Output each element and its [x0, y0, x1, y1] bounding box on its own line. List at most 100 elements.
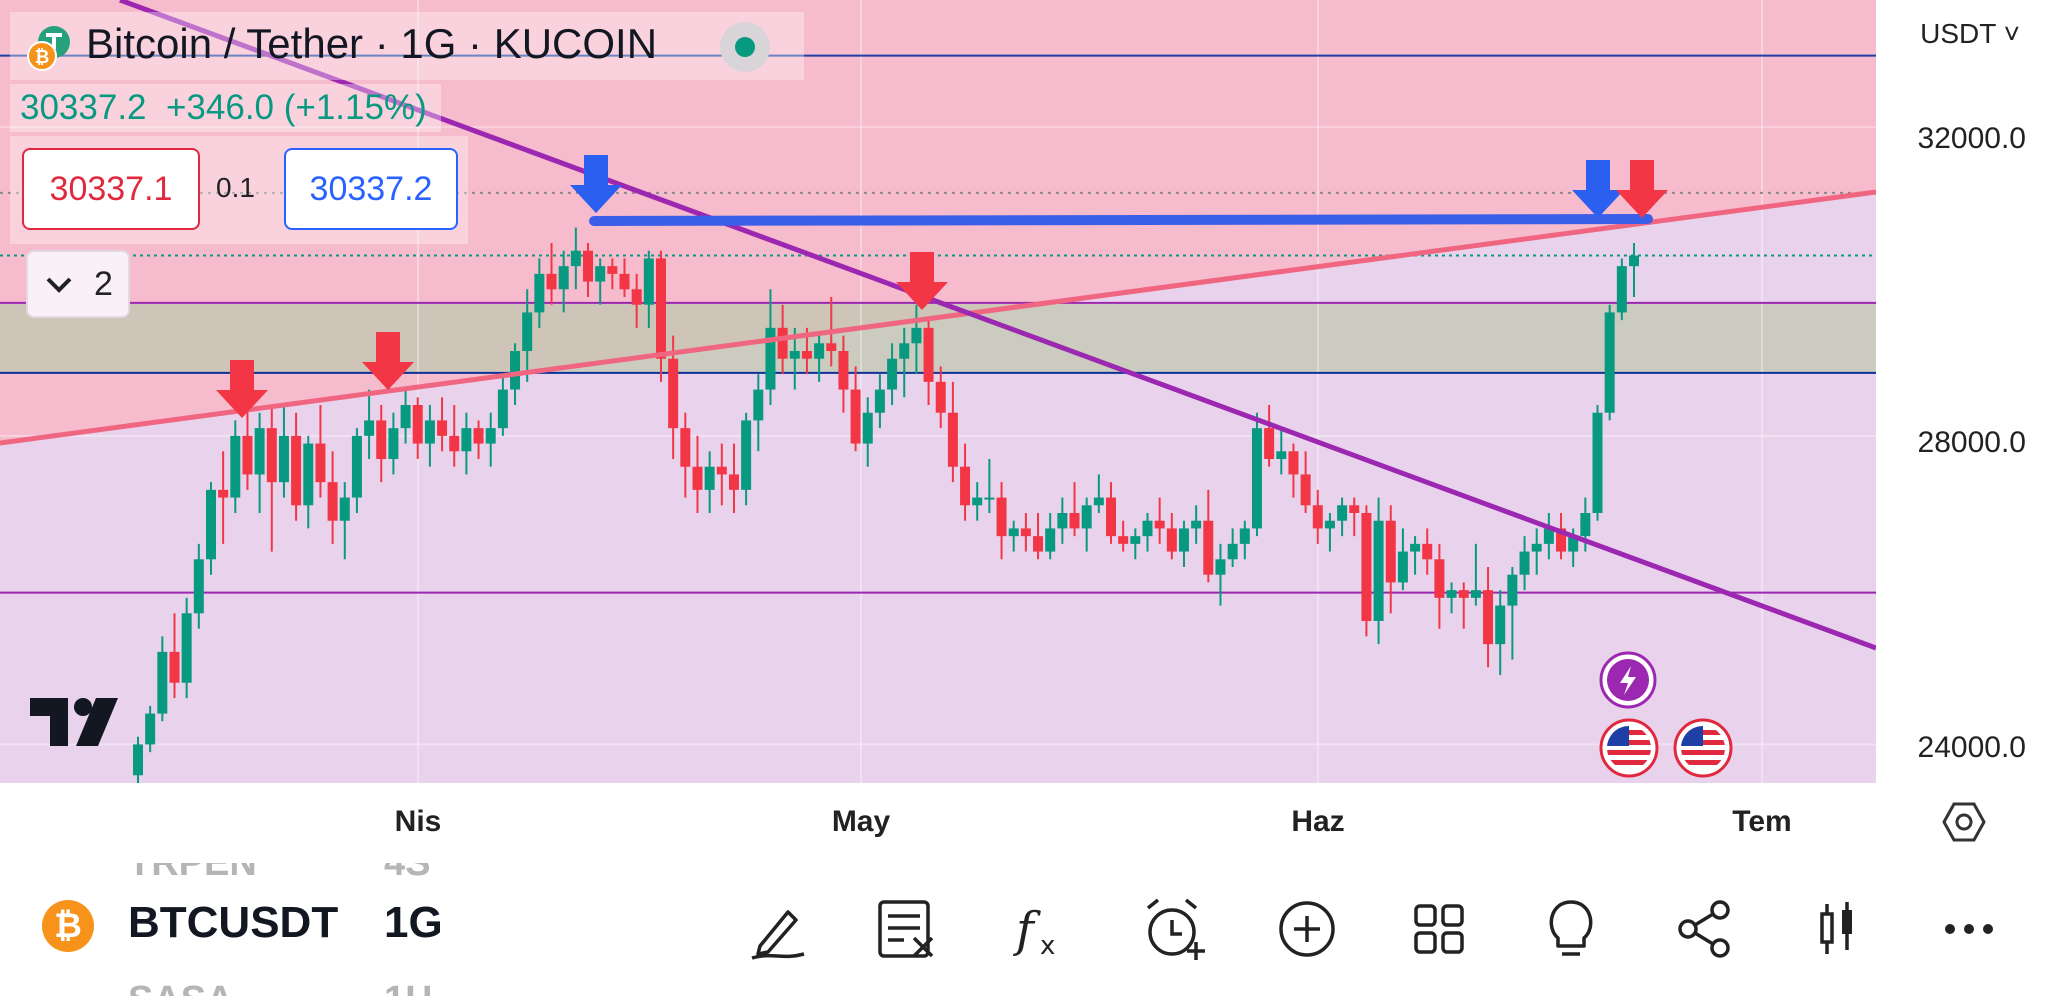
- interval-selector[interactable]: 1G: [384, 898, 443, 947]
- last-price: 30337.2: [20, 88, 147, 127]
- candle-body: [546, 273, 557, 290]
- candle-body: [984, 497, 995, 500]
- candle-body: [826, 343, 837, 351]
- us-flag-event-icon[interactable]: [1598, 717, 1660, 779]
- candle-body: [923, 327, 934, 382]
- candle-body: [1057, 513, 1068, 529]
- candle-body: [716, 466, 727, 475]
- candle-body: [1203, 520, 1214, 575]
- change-value: +346.0 (+1.15%): [165, 88, 427, 127]
- alert-icon[interactable]: [1140, 894, 1210, 964]
- buy-button[interactable]: 30337.2: [284, 148, 458, 230]
- down-arrow-marker: [1572, 160, 1624, 218]
- draw-icon[interactable]: [742, 894, 812, 964]
- candle-body: [1458, 590, 1469, 598]
- us-flag-event-icon[interactable]: [1672, 717, 1734, 779]
- candle-body: [704, 466, 715, 490]
- candle-body: [741, 420, 752, 490]
- candle-body: [595, 266, 606, 282]
- candle-body: [887, 358, 898, 390]
- indicator-count: 2: [94, 265, 113, 303]
- down-arrow-marker: [362, 332, 414, 390]
- add-icon[interactable]: [1272, 894, 1342, 964]
- candle-body: [619, 273, 630, 290]
- candle-body: [1592, 412, 1603, 513]
- tradingview-logo[interactable]: [28, 696, 120, 748]
- candle-body: [1069, 513, 1080, 529]
- candle-body: [777, 327, 788, 359]
- candle-body: [1300, 474, 1311, 506]
- chart-area[interactable]: [0, 0, 1876, 783]
- candle-body: [1239, 528, 1250, 544]
- candle-body: [1130, 536, 1141, 544]
- clear-drawings-icon[interactable]: [872, 894, 942, 964]
- sell-button[interactable]: 30337.1: [22, 148, 200, 230]
- descending-trendline: [119, 0, 1876, 651]
- price-chart[interactable]: [0, 0, 1876, 783]
- candle-body: [1507, 574, 1518, 606]
- layouts-icon[interactable]: [1404, 894, 1474, 964]
- chart-type-icon[interactable]: [1802, 894, 1872, 964]
- candle-body: [1337, 505, 1348, 521]
- candle-body: [692, 466, 703, 490]
- price-change: 30337.2 +346.0 (+1.15%): [10, 84, 441, 132]
- market-status-icon[interactable]: [720, 22, 770, 72]
- candle-body: [1397, 551, 1408, 583]
- candle-body: [947, 412, 958, 467]
- candle-body: [643, 258, 654, 305]
- candle-body: [291, 435, 302, 506]
- candle-body: [1422, 543, 1433, 560]
- price-line-badge: 32928.9: [1901, 53, 2010, 86]
- chart-settings-icon[interactable]: [1942, 800, 1986, 844]
- ideas-icon[interactable]: [1536, 894, 1606, 964]
- candle-body: [1361, 513, 1372, 621]
- lightning-event-icon[interactable]: [1598, 650, 1658, 710]
- candle-body: [558, 266, 569, 290]
- candle-body: [874, 389, 885, 413]
- candle-body: [327, 482, 338, 521]
- candle-body: [838, 351, 849, 390]
- candle-body: [230, 435, 241, 498]
- bottom-toolbar: [0, 863, 2048, 996]
- candle-body: [680, 428, 691, 467]
- time-axis[interactable]: Nis May Haz Tem: [0, 783, 2048, 865]
- time-tick: Tem: [1732, 805, 1792, 838]
- chevron-down-icon: [42, 252, 76, 337]
- more-icon[interactable]: [1934, 894, 2004, 964]
- candle-body: [1616, 266, 1627, 313]
- candle-body: [339, 497, 350, 521]
- candle-body: [351, 435, 362, 498]
- candle-body: [1154, 520, 1165, 529]
- candle-body: [1081, 505, 1092, 529]
- currency-selector[interactable]: USDT ˅: [1920, 18, 2020, 49]
- symbol-legend[interactable]: ₿ Bitcoin / Tether · 1G · KUCOIN: [10, 12, 804, 80]
- share-icon[interactable]: [1670, 894, 1740, 964]
- candle-body: [1543, 528, 1554, 544]
- candle-body: [753, 389, 764, 421]
- candle-body: [972, 497, 983, 506]
- spread-value: 0.1: [216, 172, 255, 203]
- symbol-name[interactable]: BTCUSDT: [128, 898, 339, 947]
- indicators-icon[interactable]: f x: [1006, 894, 1076, 964]
- candle-body: [1604, 312, 1615, 413]
- candle-body: [1568, 536, 1579, 552]
- candle-body: [400, 405, 411, 429]
- candle-body: [996, 497, 1007, 537]
- price-axis[interactable]: USDT ˅ 32000.0 28000.0 24000.0: [1876, 0, 2048, 783]
- indicators-toggle-button[interactable]: 2: [26, 250, 130, 318]
- candle-body: [424, 420, 435, 444]
- price-line-badge: 28816.2: [1901, 364, 2010, 397]
- candle-body: [1166, 528, 1177, 552]
- candle-body: [1178, 528, 1189, 552]
- watchlist-prev-symbol[interactable]: TRPEN: [128, 863, 257, 884]
- last-price-badge: 30337.2: [1901, 248, 2010, 281]
- svg-text:x: x: [1040, 931, 1055, 961]
- candle-body: [570, 250, 581, 267]
- bitcoin-tether-icon: ₿: [27, 26, 70, 71]
- candle-body: [1215, 559, 1226, 575]
- down-arrow-marker: [570, 155, 622, 213]
- candle-body: [497, 389, 508, 429]
- candle-body: [1434, 559, 1445, 598]
- candle-body: [789, 351, 800, 359]
- watchlist-next-symbol[interactable]: SASA: [128, 972, 234, 996]
